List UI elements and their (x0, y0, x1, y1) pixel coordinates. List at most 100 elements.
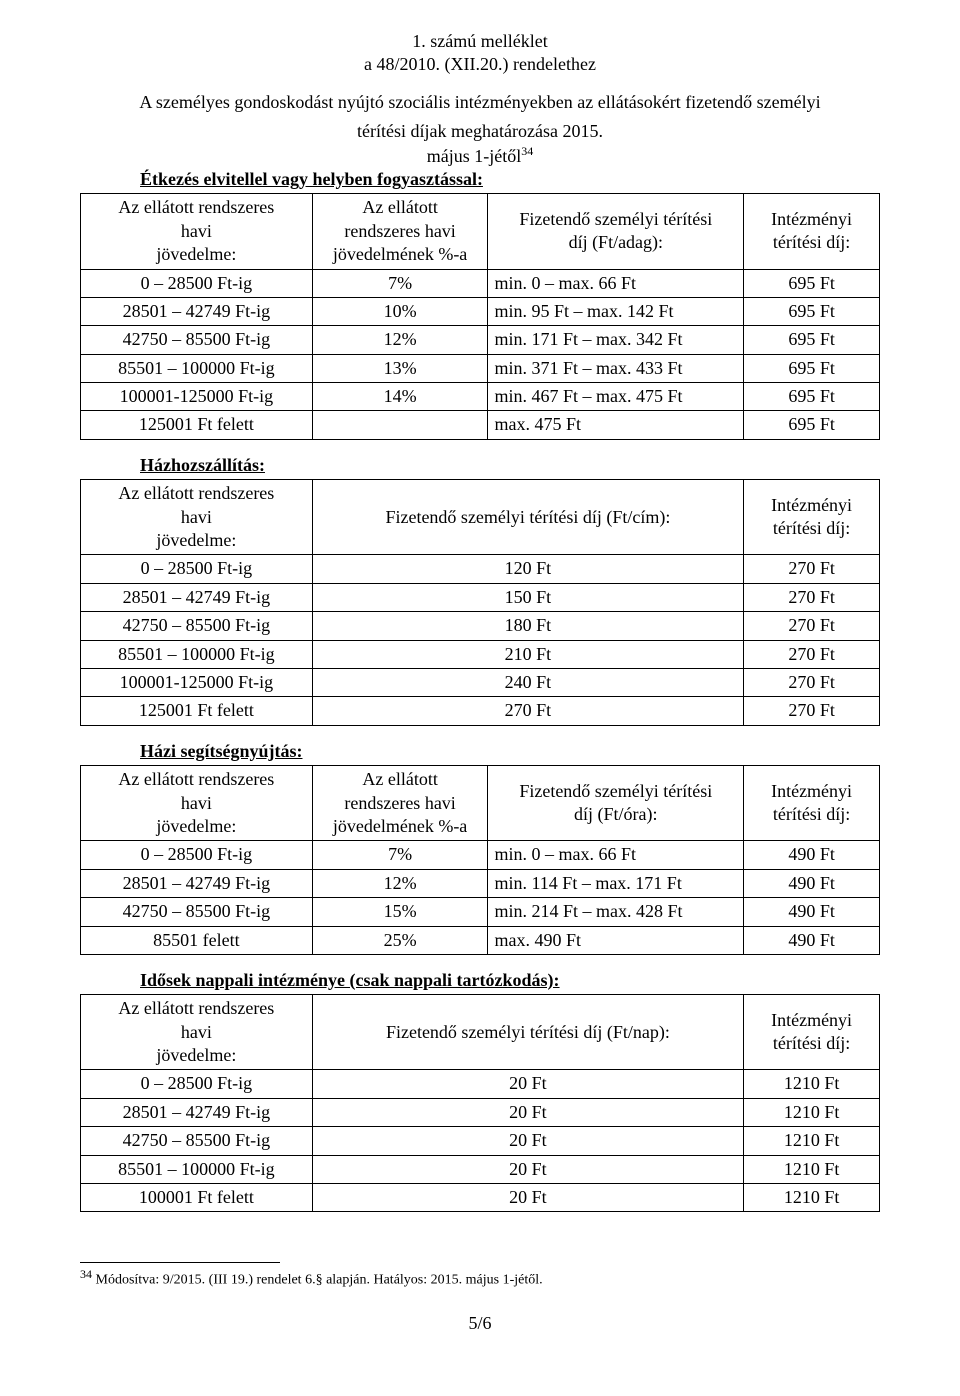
table-cell: 20 Ft (312, 1184, 743, 1212)
section-4-title-wrap: Idősek nappali intézménye (csak nappali … (80, 969, 880, 992)
section-3-title-wrap: Házi segítségnyújtás: (80, 740, 880, 763)
table-cell: min. 214 Ft – max. 428 Ft (488, 898, 744, 926)
table-cell: 695 Ft (744, 297, 880, 325)
table-cell: 85501 felett (81, 926, 313, 954)
table-cell: 150 Ft (312, 583, 743, 611)
table-cell: 42750 – 85500 Ft-ig (81, 898, 313, 926)
section-1-title: Étkezés elvitellel vagy helyben fogyaszt… (140, 169, 483, 189)
table-cell: 28501 – 42749 Ft-ig (81, 1098, 313, 1126)
table-cell (312, 411, 488, 439)
table-cell: max. 475 Ft (488, 411, 744, 439)
table-row: 42750 – 85500 Ft-ig12%min. 171 Ft – max.… (81, 326, 880, 354)
table-cell: 270 Ft (744, 668, 880, 696)
section-2-title: Házhozszállítás: (140, 455, 265, 475)
col-income: Az ellátott rendszeres havi jövedelme: (81, 995, 313, 1070)
table-header-row: Az ellátott rendszeres havi jövedelme: A… (81, 194, 880, 269)
table-cell: 42750 – 85500 Ft-ig (81, 612, 313, 640)
col-fee-ora: Fizetendő személyi térítési díj (Ft/óra)… (488, 766, 744, 841)
table-cell: 25% (312, 926, 488, 954)
col-fee-nap: Fizetendő személyi térítési díj (Ft/nap)… (312, 995, 743, 1070)
decree-ref: a 48/2010. (XII.20.) rendelethez (80, 53, 880, 76)
table-cell: 100001 Ft felett (81, 1184, 313, 1212)
table-cell: min. 114 Ft – max. 171 Ft (488, 869, 744, 897)
table-row: 0 – 28500 Ft-ig20 Ft1210 Ft (81, 1070, 880, 1098)
table-cell: 695 Ft (744, 411, 880, 439)
table-row: 42750 – 85500 Ft-ig180 Ft270 Ft (81, 612, 880, 640)
footnote-separator (80, 1262, 280, 1263)
footnote: 34 Módosítva: 9/2015. (III 19.) rendelet… (80, 1267, 880, 1290)
table-row: 125001 Ft felett max. 475 Ft695 Ft (81, 411, 880, 439)
table-cell: 1210 Ft (744, 1070, 880, 1098)
table-cell: 270 Ft (744, 555, 880, 583)
table-cell: 20 Ft (312, 1155, 743, 1183)
section-1-title-wrap: Étkezés elvitellel vagy helyben fogyaszt… (80, 168, 880, 191)
table-cell: 10% (312, 297, 488, 325)
table-cell: 7% (312, 841, 488, 869)
table-row: 0 – 28500 Ft-ig7%min. 0 – max. 66 Ft695 … (81, 269, 880, 297)
table-row: 28501 – 42749 Ft-ig12%min. 114 Ft – max.… (81, 869, 880, 897)
page-number: 5/6 (80, 1312, 880, 1335)
table-cell: 28501 – 42749 Ft-ig (81, 297, 313, 325)
effective-text: május 1-jétől (427, 146, 521, 166)
intro-line-1: A személyes gondoskodást nyújtó szociáli… (80, 91, 880, 114)
table-cell: 210 Ft (312, 640, 743, 668)
table-cell: 20 Ft (312, 1070, 743, 1098)
table-cell: 13% (312, 354, 488, 382)
table-cell: 85501 – 100000 Ft-ig (81, 354, 313, 382)
effective-sup: 34 (521, 144, 533, 158)
col-institutional: Intézményi térítési díj: (744, 766, 880, 841)
table-hazhoz-body: 0 – 28500 Ft-ig120 Ft270 Ft28501 – 42749… (81, 555, 880, 725)
section-2-title-wrap: Házhozszállítás: (80, 454, 880, 477)
table-cell: 120 Ft (312, 555, 743, 583)
table-cell: max. 490 Ft (488, 926, 744, 954)
table-cell: 270 Ft (744, 697, 880, 725)
table-row: 85501 – 100000 Ft-ig20 Ft1210 Ft (81, 1155, 880, 1183)
col-income: Az ellátott rendszeres havi jövedelme: (81, 194, 313, 269)
table-cell: 695 Ft (744, 326, 880, 354)
table-hazhoz: Az ellátott rendszeres havi jövedelme: F… (80, 479, 880, 726)
footnote-text: Módosítva: 9/2015. (III 19.) rendelet 6.… (92, 1273, 543, 1288)
table-cell: min. 171 Ft – max. 342 Ft (488, 326, 744, 354)
table-cell: 125001 Ft felett (81, 411, 313, 439)
table-cell: 100001-125000 Ft-ig (81, 383, 313, 411)
table-row: 0 – 28500 Ft-ig120 Ft270 Ft (81, 555, 880, 583)
table-row: 85501 – 100000 Ft-ig210 Ft270 Ft (81, 640, 880, 668)
table-cell: 695 Ft (744, 383, 880, 411)
intro-line-2: térítési díjak meghatározása 2015. (80, 120, 880, 143)
table-cell: 270 Ft (312, 697, 743, 725)
table-cell: 1210 Ft (744, 1098, 880, 1126)
table-row: 28501 – 42749 Ft-ig10%min. 95 Ft – max. … (81, 297, 880, 325)
col-income: Az ellátott rendszeres havi jövedelme: (81, 766, 313, 841)
table-cell: 42750 – 85500 Ft-ig (81, 326, 313, 354)
table-cell: 85501 – 100000 Ft-ig (81, 640, 313, 668)
table-row: 100001 Ft felett20 Ft1210 Ft (81, 1184, 880, 1212)
table-cell: 270 Ft (744, 583, 880, 611)
table-row: 28501 – 42749 Ft-ig150 Ft270 Ft (81, 583, 880, 611)
table-cell: 695 Ft (744, 269, 880, 297)
col-fee-cim: Fizetendő személyi térítési díj (Ft/cím)… (312, 480, 743, 555)
table-row: 28501 – 42749 Ft-ig20 Ft1210 Ft (81, 1098, 880, 1126)
table-row: 42750 – 85500 Ft-ig15%min. 214 Ft – max.… (81, 898, 880, 926)
section-4-title: Idősek nappali intézménye (csak nappali … (140, 970, 560, 990)
attachment-title: 1. számú melléklet (80, 30, 880, 53)
table-cell: 125001 Ft felett (81, 697, 313, 725)
table-cell: 42750 – 85500 Ft-ig (81, 1127, 313, 1155)
table-row: 100001-125000 Ft-ig240 Ft270 Ft (81, 668, 880, 696)
table-row: 125001 Ft felett270 Ft270 Ft (81, 697, 880, 725)
table-cell: 695 Ft (744, 354, 880, 382)
effective-date: május 1-jétől34 (80, 144, 880, 168)
table-idosek-body: 0 – 28500 Ft-ig20 Ft1210 Ft28501 – 42749… (81, 1070, 880, 1212)
col-institutional: Intézményi térítési díj: (744, 194, 880, 269)
table-cell: 490 Ft (744, 869, 880, 897)
table-cell: 1210 Ft (744, 1155, 880, 1183)
table-hazi-seg: Az ellátott rendszeres havi jövedelme: A… (80, 765, 880, 955)
table-cell: min. 0 – max. 66 Ft (488, 269, 744, 297)
table-cell: 20 Ft (312, 1098, 743, 1126)
col-institutional: Intézményi térítési díj: (744, 480, 880, 555)
col-percent: Az ellátott rendszeres havi jövedelmének… (312, 194, 488, 269)
table-cell: 15% (312, 898, 488, 926)
table-cell: min. 371 Ft – max. 433 Ft (488, 354, 744, 382)
table-cell: 1210 Ft (744, 1127, 880, 1155)
table-cell: 1210 Ft (744, 1184, 880, 1212)
table-cell: 100001-125000 Ft-ig (81, 668, 313, 696)
